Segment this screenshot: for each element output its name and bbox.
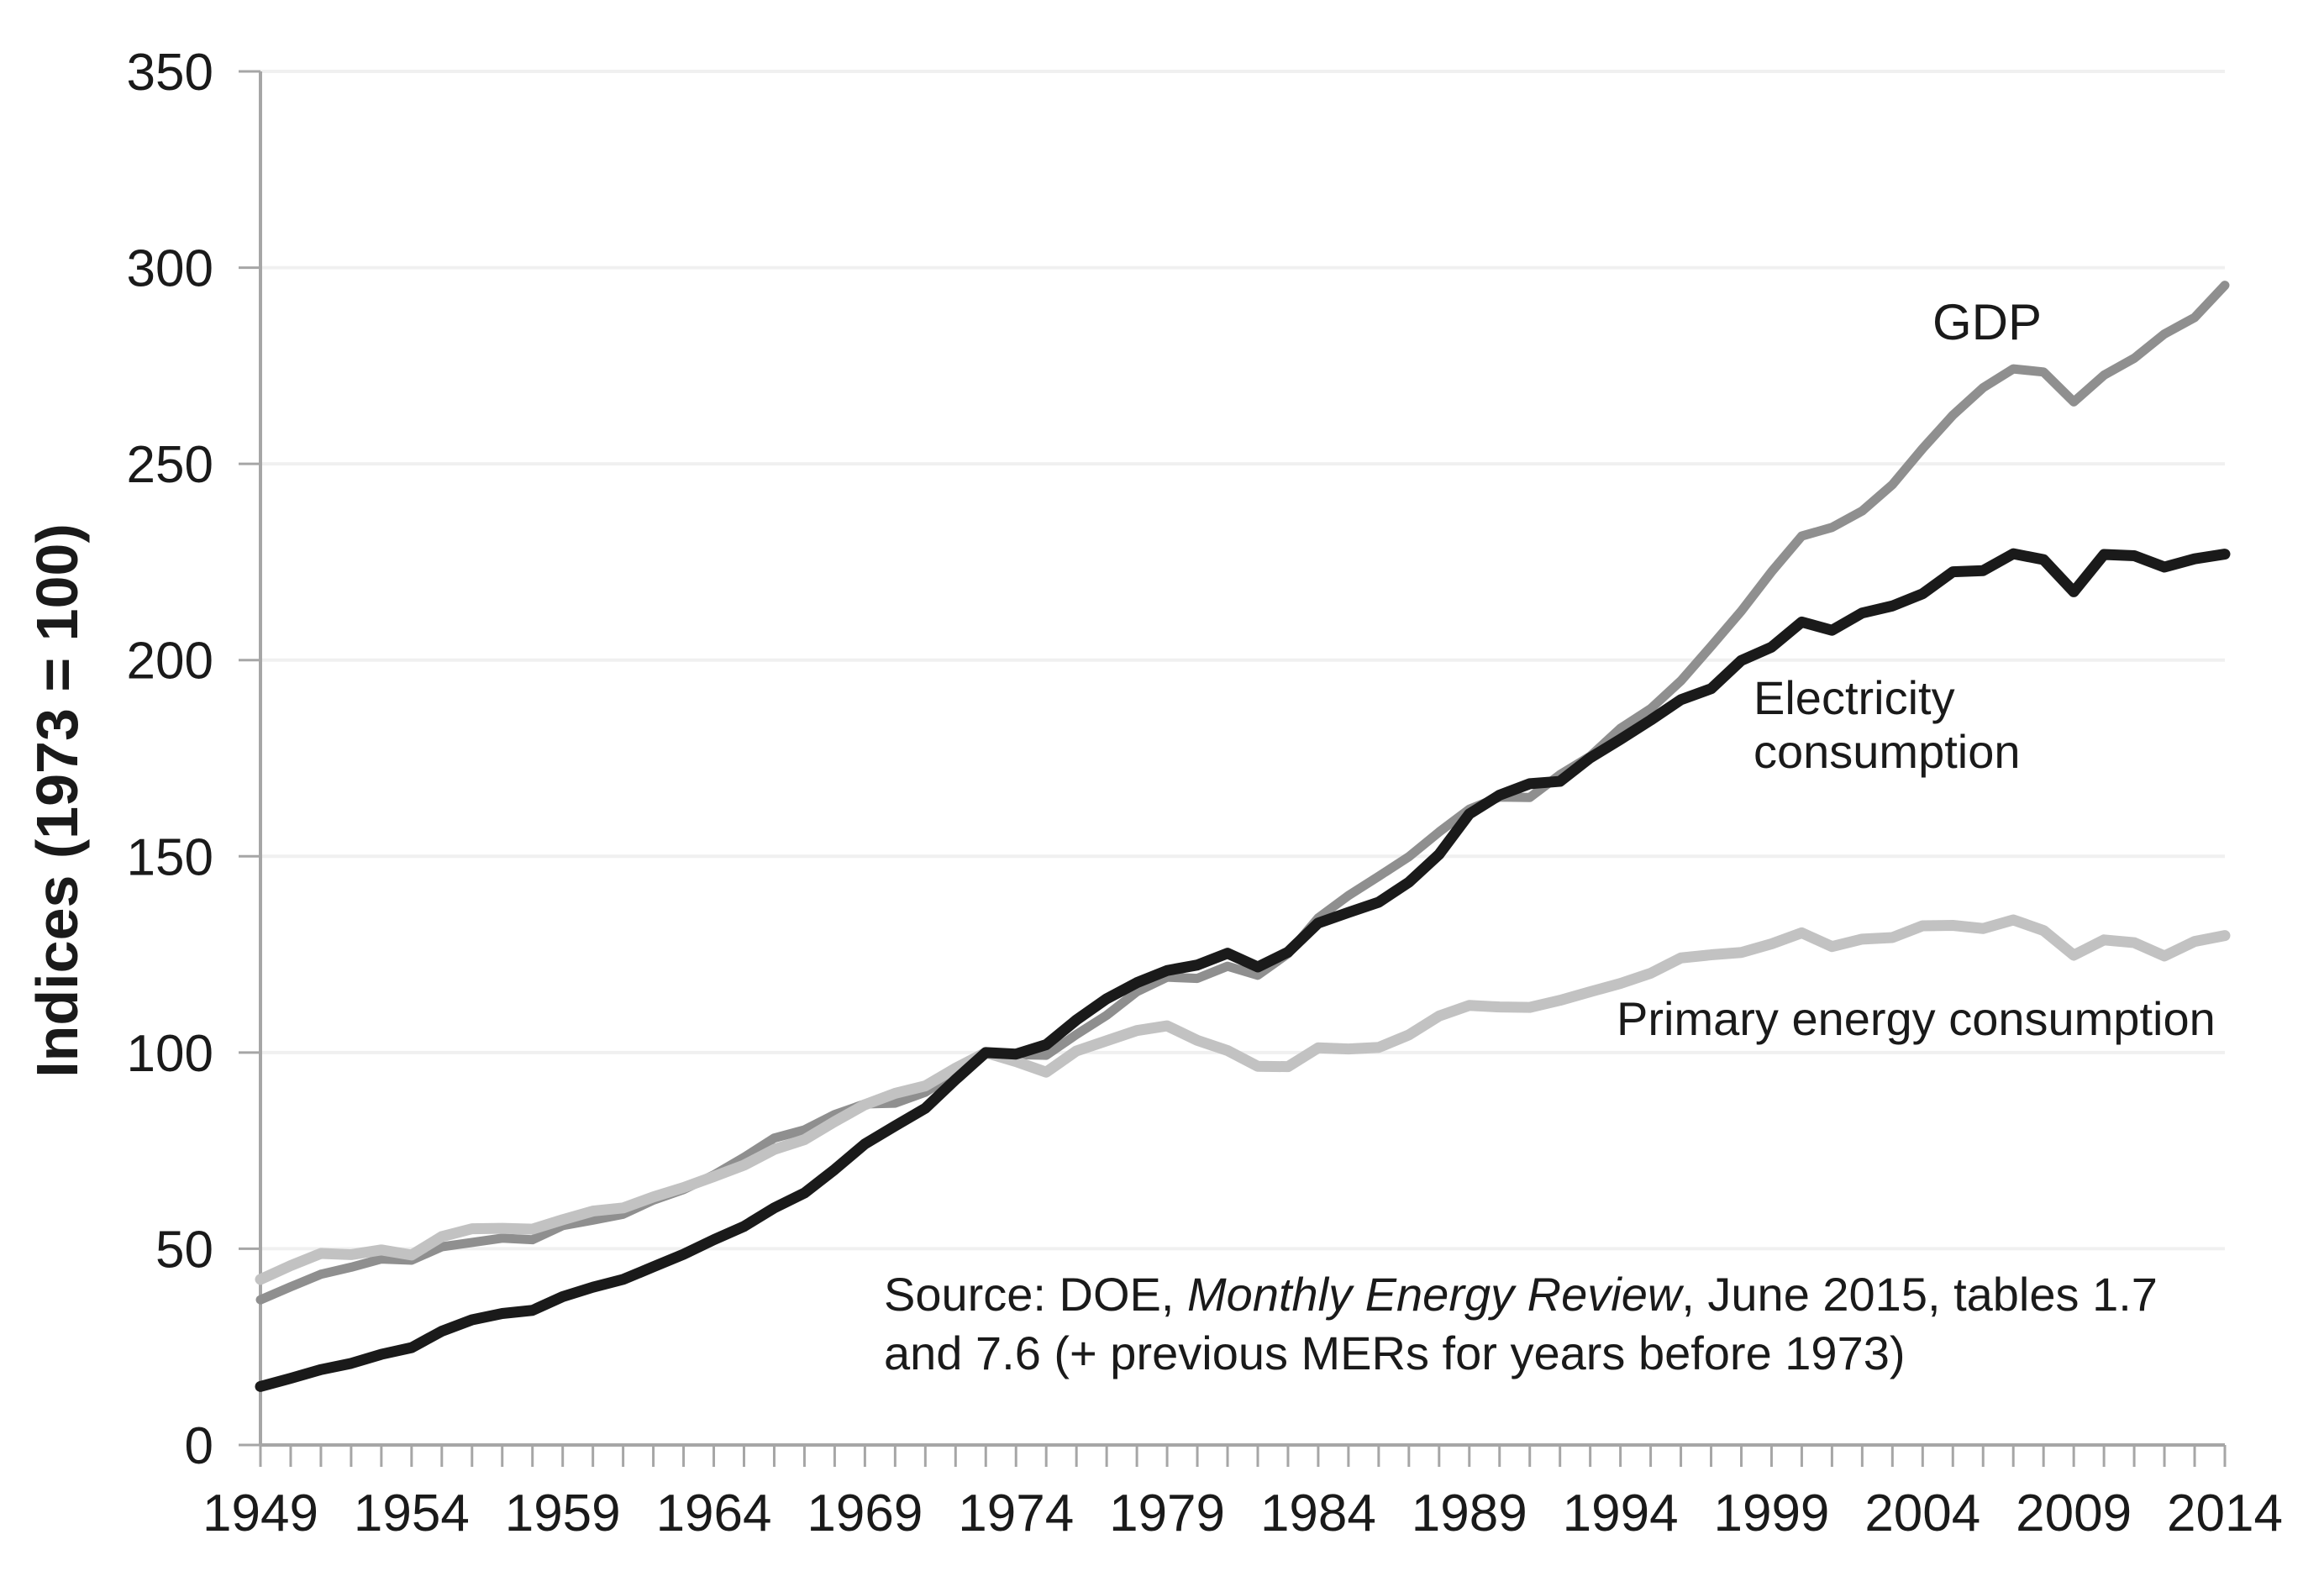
electricity-line bbox=[255, 548, 2231, 1392]
x-tick-label: 1999 bbox=[1713, 1484, 1829, 1542]
x-tick-label: 1954 bbox=[354, 1484, 470, 1542]
gdp-label: GDP bbox=[1932, 294, 2042, 350]
x-tick-label: 2004 bbox=[1864, 1484, 1980, 1542]
primary-energy-line bbox=[255, 914, 2231, 1285]
x-tick-label: 2009 bbox=[2016, 1484, 2132, 1542]
y-tick-label: 100 bbox=[127, 1025, 213, 1083]
x-axis-tick-labels: 1949 1954 1959 1964 1969 1974 1979 1984 1989 1994… bbox=[202, 1484, 2283, 1542]
y-tick-label: 250 bbox=[127, 436, 213, 494]
gdp-line bbox=[255, 281, 2230, 1305]
data-series bbox=[255, 281, 2231, 1392]
x-tick-label: 1979 bbox=[1109, 1484, 1225, 1542]
y-tick-label: 300 bbox=[127, 240, 213, 298]
y-axis-ticks bbox=[239, 70, 260, 1447]
x-tick-label: 1994 bbox=[1563, 1484, 1679, 1542]
source-journal-title: Monthly Energy Review bbox=[1187, 1268, 1685, 1321]
y-tick-label: 150 bbox=[127, 828, 213, 886]
y-axis-title: Indices (1973 = 100) bbox=[24, 523, 90, 1078]
source-note: Source: DOE, Monthly Energy Review, June… bbox=[884, 1268, 2171, 1379]
y-tick-label: 350 bbox=[127, 44, 213, 102]
x-tick-label: 1984 bbox=[1260, 1484, 1376, 1542]
y-tick-label: 200 bbox=[127, 633, 213, 691]
x-tick-label: 2014 bbox=[2167, 1484, 2283, 1542]
x-tick-label: 1959 bbox=[505, 1484, 621, 1542]
x-tick-label: 1989 bbox=[1412, 1484, 1527, 1542]
electricity-label: Electricity consumption bbox=[1754, 671, 2021, 778]
y-tick-label: 0 bbox=[185, 1417, 213, 1475]
horizontal-gridlines bbox=[260, 70, 2225, 1251]
x-tick-label: 1964 bbox=[656, 1484, 772, 1542]
y-tick-label: 50 bbox=[155, 1221, 213, 1279]
x-axis-ticks bbox=[259, 1445, 2227, 1467]
x-tick-label: 1969 bbox=[807, 1484, 923, 1542]
y-axis-tick-labels: 0 50 100 150 200 250 300 350 bbox=[127, 44, 213, 1475]
x-tick-label: 1974 bbox=[958, 1484, 1074, 1542]
axes bbox=[259, 71, 2225, 1447]
primary-energy-label: Primary energy consumption bbox=[1617, 992, 2216, 1045]
x-tick-label: 1949 bbox=[202, 1484, 318, 1542]
